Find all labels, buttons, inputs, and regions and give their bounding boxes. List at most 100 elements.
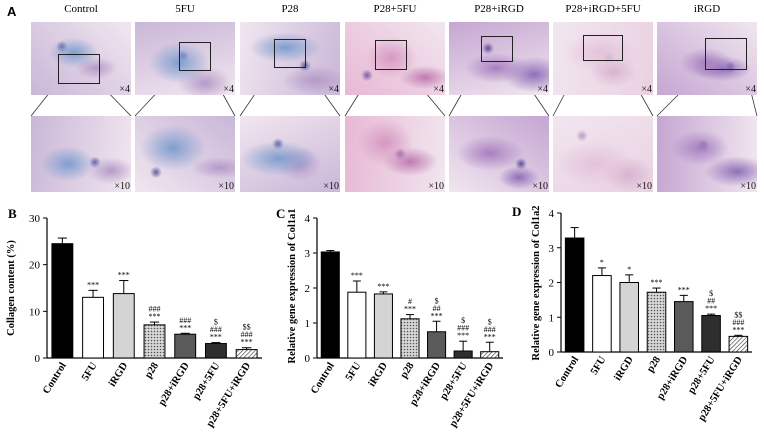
bar-1 (320, 251, 340, 359)
region-of-interest-box (481, 36, 513, 62)
bar-2 (592, 275, 612, 353)
significance-mark: *** (678, 285, 690, 294)
significance-mark: *** (377, 282, 389, 291)
column-label-7: iRGD (693, 3, 721, 15)
significance-mark: $ (461, 316, 465, 325)
region-of-interest-box (179, 42, 211, 71)
significance-mark: ### (210, 325, 222, 334)
significance-mark: ### (732, 318, 744, 327)
overview-image-1: ×4 (31, 22, 131, 95)
x-tick-label: iRGD (367, 360, 390, 388)
bar-4 (143, 324, 166, 359)
significance-mark: *** (118, 271, 130, 280)
column-label-6: P28+iRGD+5FU (565, 3, 641, 15)
y-tick-label: 0 (305, 353, 311, 365)
magnification-label: ×10 (636, 181, 652, 192)
significance-mark: *** (404, 305, 416, 314)
x-tick-label: p28 (645, 355, 663, 375)
zoom-image-7: ×10 (657, 116, 757, 192)
chart-d: D 0 1 2 3 4 Relative gene expression of Col1a2… (512, 204, 752, 423)
significance-mark: ## (707, 297, 715, 306)
significance-mark: * (600, 258, 604, 267)
y-tick-label: 3 (549, 243, 555, 255)
significance-mark: *** (210, 333, 222, 342)
x-tick-label: iRGD (613, 354, 636, 382)
panel-letter-b: B (8, 206, 17, 221)
significance-mark: $$ (734, 310, 742, 319)
x-tick-label: Control (553, 355, 581, 390)
bar-7 (235, 349, 258, 359)
zoom-image-3: ×10 (240, 116, 340, 192)
significance-mark: *** (484, 332, 496, 341)
magnification-label: ×10 (323, 181, 339, 192)
y-tick-label: 20 (29, 260, 41, 272)
column-label-2: 5FU (175, 3, 195, 15)
bar-6 (453, 350, 473, 359)
bar-4 (400, 318, 420, 359)
chart-c: C 0 1 2 3 4 Relative gene expression of Col1a1… (276, 206, 503, 429)
region-of-interest-box (58, 54, 100, 84)
bar-1 (564, 237, 585, 353)
overview-image-2: ×4 (135, 22, 235, 95)
magnification-label: ×4 (745, 84, 756, 95)
magnification-label: ×10 (532, 181, 548, 192)
bar-5 (427, 331, 447, 359)
x-tick-label: p28+iRGD (157, 360, 192, 407)
x-tick-label: p28+5FU (191, 360, 223, 401)
y-tick-label: 0 (549, 347, 555, 359)
significance-mark: $ (488, 317, 492, 326)
region-of-interest-box (583, 35, 623, 61)
overview-image-3: ×4 (240, 22, 340, 95)
magnification-label: ×10 (740, 181, 756, 192)
significance-mark: *** (457, 331, 469, 340)
bar-3 (112, 293, 135, 359)
zoom-image-5: ×10 (449, 116, 549, 192)
magnification-label: ×4 (119, 84, 130, 95)
significance-mark: ### (179, 316, 191, 325)
x-tick-label: 5FU (80, 360, 100, 383)
significance-mark: *** (651, 278, 663, 287)
panel-letter-c: C (276, 206, 285, 221)
x-tick-label: Control (309, 361, 337, 396)
overview-image-5: ×4 (449, 22, 549, 95)
overview-image-6: ×4 (553, 22, 653, 95)
y-axis-label: Relative gene expression of Col1a1 (287, 209, 298, 364)
panel-letter-d: D (512, 204, 521, 219)
overview-image-7: ×4 (657, 22, 757, 95)
y-tick-label: 0 (35, 353, 41, 365)
y-tick-label: 3 (305, 248, 311, 260)
significance-mark: *** (431, 311, 443, 320)
significance-mark: $ (214, 318, 218, 327)
x-tick-label: 5FU (589, 354, 609, 377)
y-axis-label: Relative gene expression of Col1a2 (531, 206, 542, 361)
significance-mark: *** (179, 323, 191, 332)
bar-1 (51, 243, 74, 359)
significance-mark: $ (435, 296, 439, 305)
y-tick-label: 2 (549, 278, 555, 290)
significance-mark: *** (87, 280, 99, 289)
region-of-interest-box (705, 38, 747, 70)
bar-7 (728, 335, 749, 353)
significance-mark: *** (351, 271, 363, 280)
y-tick-label: 30 (29, 213, 41, 225)
significance-mark: # (408, 297, 412, 306)
overview-image-4: ×4 (345, 22, 445, 95)
significance-mark: $$ (243, 323, 251, 332)
bar-4 (646, 291, 667, 353)
significance-mark: ### (457, 324, 469, 333)
bar-2 (347, 291, 367, 359)
significance-mark: ### (484, 325, 496, 334)
y-tick-label: 4 (549, 208, 555, 220)
bar-7 (480, 351, 500, 359)
significance-mark: *** (241, 338, 253, 347)
bar-3 (619, 282, 639, 353)
bar-5 (174, 333, 197, 359)
zoom-image-1: ×10 (31, 116, 131, 192)
x-tick-label: 5FU (344, 360, 364, 383)
significance-mark: *** (149, 312, 161, 321)
column-label-3: P28 (281, 3, 299, 15)
significance-mark: ## (433, 304, 441, 313)
significance-mark: ### (241, 330, 253, 339)
column-label-1: Control (64, 3, 98, 15)
bar-6 (204, 343, 227, 359)
